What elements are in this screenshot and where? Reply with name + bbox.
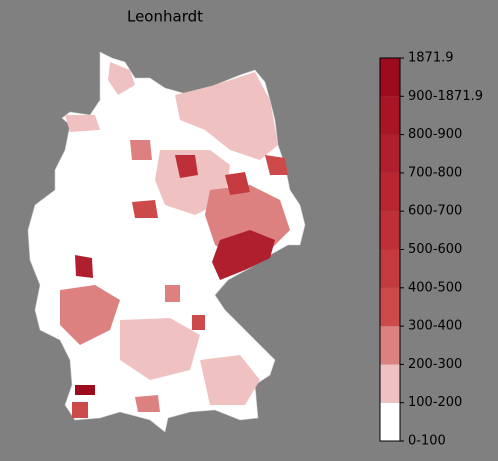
colorbar-bin — [380, 402, 400, 441]
colorbar-bin — [380, 364, 400, 403]
colorbar-tick-label: 1871.9 — [408, 51, 454, 66]
region — [265, 155, 288, 175]
regions — [60, 62, 290, 418]
region — [212, 230, 275, 280]
colorbar-tick-label: 400-500 — [408, 280, 462, 295]
region — [225, 172, 250, 195]
map — [27, 51, 306, 433]
colorbar-tick-label: 300-400 — [408, 319, 462, 334]
region — [165, 285, 180, 302]
region — [75, 385, 95, 395]
colorbar-tick-label: 900-1871.9 — [408, 89, 483, 104]
region — [175, 155, 198, 178]
colorbar-tick-label: 200-300 — [408, 357, 462, 372]
region — [135, 395, 160, 412]
region — [108, 62, 135, 95]
region — [120, 318, 200, 380]
region — [72, 402, 88, 418]
region — [132, 200, 158, 218]
colorbar-tick-label: 600-700 — [408, 204, 462, 219]
region — [60, 285, 120, 345]
region — [192, 315, 205, 330]
colorbar: 0-100 100-200 200-300 300-400 400-500 500-600… — [379, 51, 483, 449]
region — [130, 140, 152, 160]
colorbar-bin — [380, 249, 400, 288]
colorbar-bin — [380, 134, 400, 173]
colorbar-bin — [380, 326, 400, 365]
region — [175, 72, 278, 160]
region — [65, 115, 100, 132]
map-title: Leonhardt — [127, 8, 203, 26]
region — [200, 355, 260, 405]
colorbar-tick-label: 700-800 — [408, 165, 462, 180]
colorbar-bin — [380, 172, 400, 212]
colorbar-tick-label: 0-100 — [408, 434, 446, 449]
colorbar-bin — [380, 211, 400, 250]
colorbar-tick-label: 800-900 — [408, 127, 462, 142]
colorbar-tick-label: 500-600 — [408, 242, 462, 257]
region — [75, 255, 93, 278]
colorbar-bin — [380, 287, 400, 327]
colorbar-tick-label: 100-200 — [408, 395, 462, 410]
colorbar-bin — [380, 96, 400, 135]
colorbar-bin — [380, 58, 400, 97]
